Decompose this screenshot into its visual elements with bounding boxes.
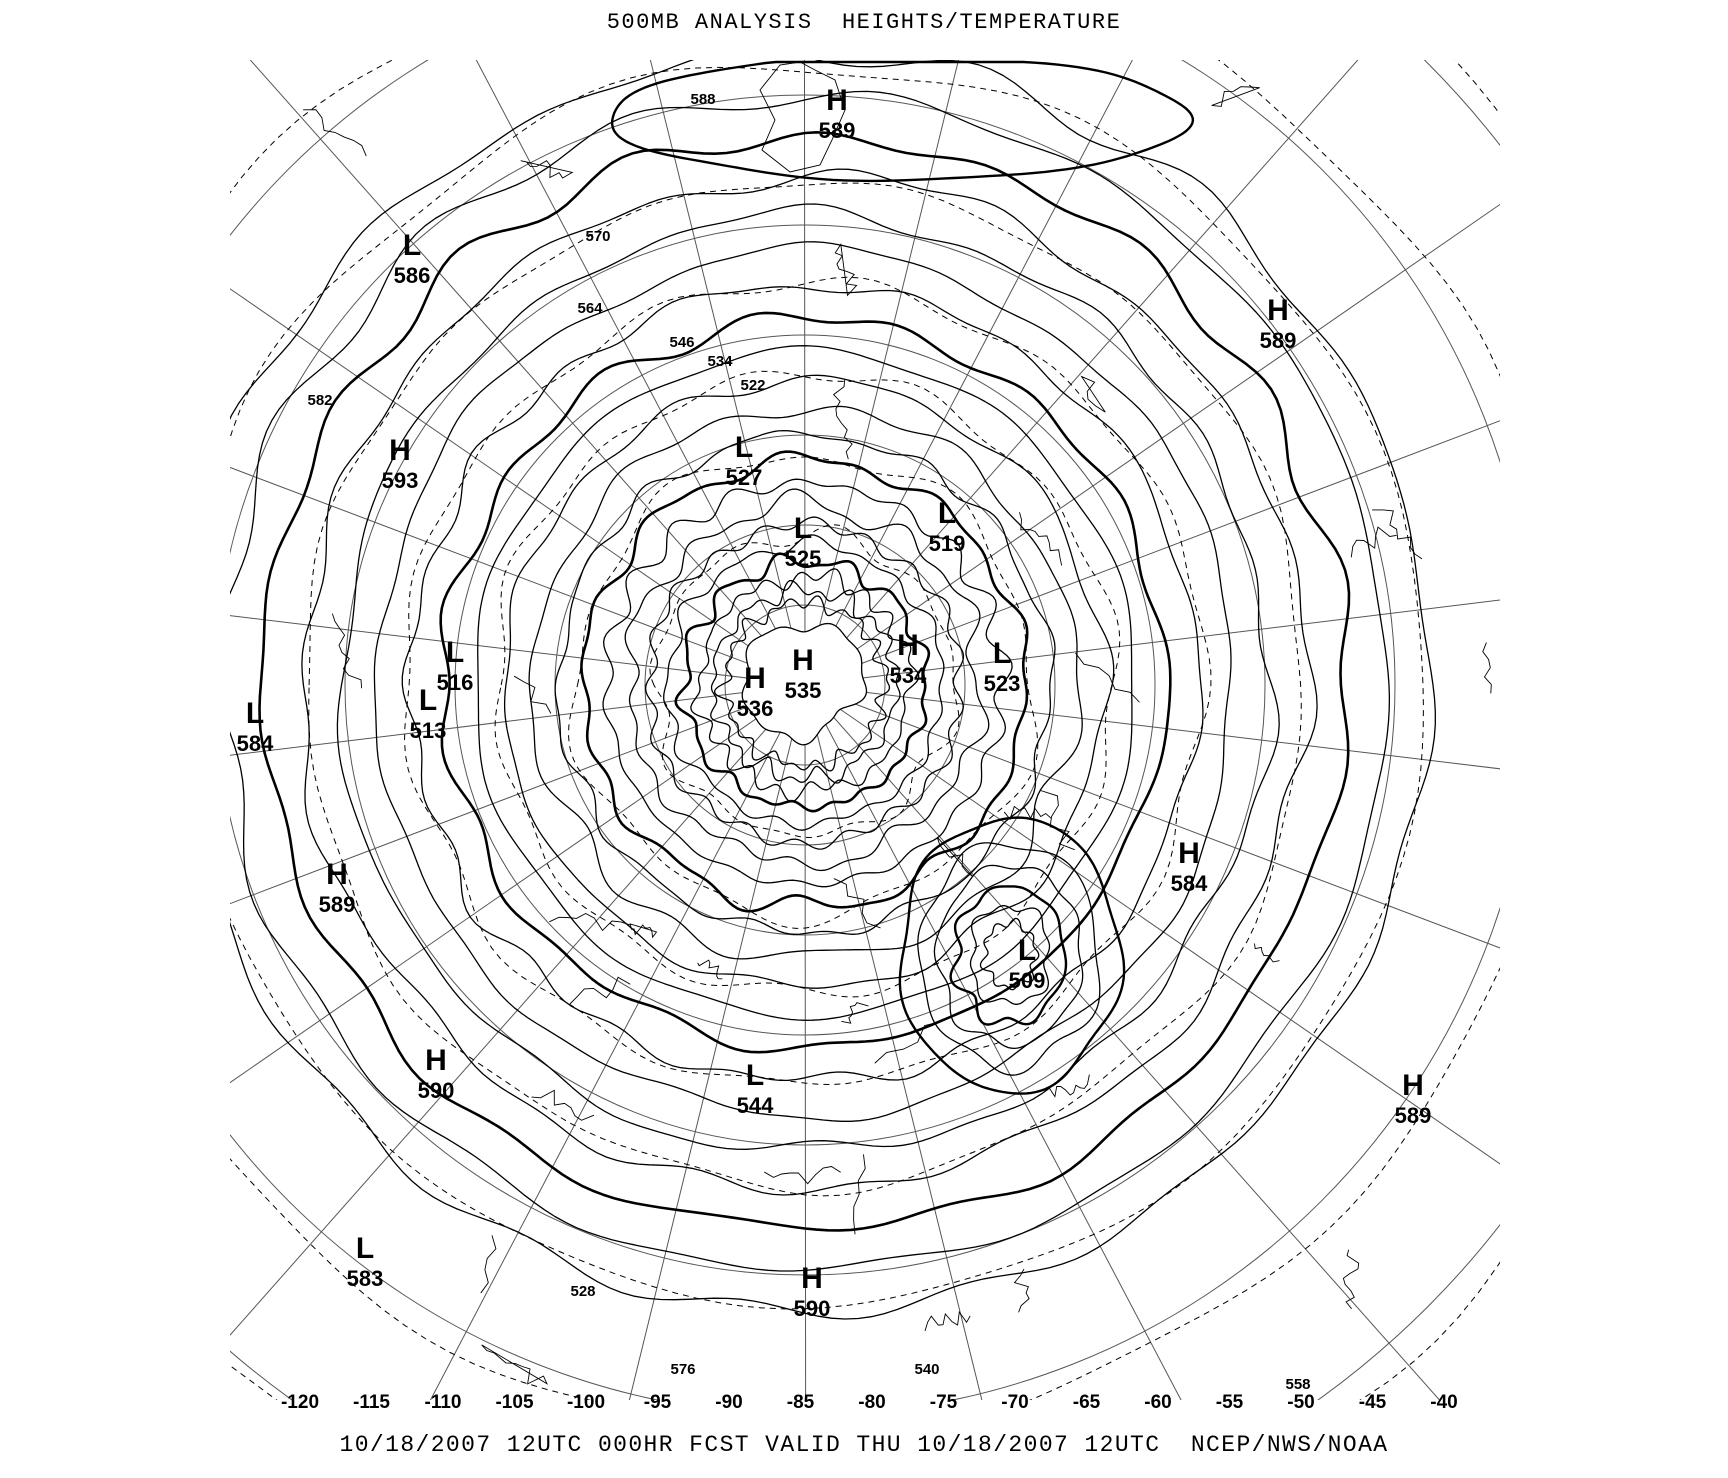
svg-text:H: H <box>792 644 814 677</box>
svg-text:-110: -110 <box>425 1392 462 1413</box>
svg-text:-115: -115 <box>353 1392 390 1413</box>
svg-text:586: 586 <box>394 263 431 288</box>
svg-text:-65: -65 <box>1073 1392 1101 1413</box>
svg-text:593: 593 <box>382 468 419 493</box>
svg-text:H: H <box>326 858 348 891</box>
svg-text:589: 589 <box>1260 328 1297 353</box>
svg-text:L: L <box>938 497 956 530</box>
svg-text:544: 544 <box>737 1093 774 1118</box>
svg-text:589: 589 <box>819 118 856 143</box>
svg-text:558: 558 <box>1285 1376 1310 1393</box>
svg-text:H: H <box>1178 837 1200 870</box>
svg-text:-55: -55 <box>1216 1392 1244 1413</box>
svg-text:588: 588 <box>690 91 715 108</box>
svg-text:H: H <box>897 629 919 662</box>
svg-text:H: H <box>826 84 848 117</box>
svg-text:L: L <box>1018 934 1036 967</box>
svg-text:546: 546 <box>669 334 694 351</box>
svg-text:-80: -80 <box>858 1392 885 1413</box>
svg-text:523: 523 <box>984 671 1021 696</box>
svg-text:-120: -120 <box>281 1392 319 1413</box>
svg-text:-40: -40 <box>1430 1392 1457 1413</box>
svg-text:-105: -105 <box>495 1392 533 1413</box>
svg-text:-70: -70 <box>1001 1392 1028 1413</box>
svg-text:-50: -50 <box>1287 1392 1314 1413</box>
svg-text:H: H <box>389 434 411 467</box>
svg-text:L: L <box>403 229 421 262</box>
svg-text:-85: -85 <box>787 1392 815 1413</box>
svg-text:-60: -60 <box>1144 1392 1171 1413</box>
svg-text:509: 509 <box>1009 968 1046 993</box>
svg-text:534: 534 <box>707 353 733 370</box>
svg-text:582: 582 <box>307 392 332 409</box>
svg-text:L: L <box>419 684 437 717</box>
svg-text:522: 522 <box>740 377 765 394</box>
svg-text:-75: -75 <box>930 1392 958 1413</box>
svg-text:527: 527 <box>726 465 763 490</box>
svg-text:516: 516 <box>437 670 474 695</box>
svg-text:540: 540 <box>914 1361 939 1378</box>
svg-text:536: 536 <box>737 696 774 721</box>
svg-text:534: 534 <box>890 663 927 688</box>
svg-text:564: 564 <box>577 300 603 317</box>
svg-text:584: 584 <box>237 731 274 756</box>
svg-text:H: H <box>425 1044 447 1077</box>
svg-text:589: 589 <box>1395 1103 1432 1128</box>
svg-text:513: 513 <box>410 718 447 743</box>
svg-text:H: H <box>801 1262 823 1295</box>
svg-text:590: 590 <box>418 1078 455 1103</box>
svg-text:L: L <box>246 697 264 730</box>
svg-text:528: 528 <box>570 1283 595 1300</box>
svg-text:-90: -90 <box>715 1392 742 1413</box>
svg-text:519: 519 <box>929 531 966 556</box>
svg-text:589: 589 <box>319 892 356 917</box>
svg-text:535: 535 <box>785 678 822 703</box>
svg-text:L: L <box>746 1059 764 1092</box>
svg-text:L: L <box>446 636 464 669</box>
svg-text:-45: -45 <box>1359 1392 1387 1413</box>
svg-text:576: 576 <box>670 1361 695 1378</box>
svg-text:H: H <box>1267 294 1289 327</box>
svg-text:570: 570 <box>585 228 610 245</box>
svg-text:L: L <box>993 637 1011 670</box>
svg-text:584: 584 <box>1171 871 1208 896</box>
svg-text:-95: -95 <box>644 1392 672 1413</box>
svg-text:H: H <box>1402 1069 1424 1102</box>
svg-text:L: L <box>794 512 812 545</box>
svg-text:-100: -100 <box>567 1392 605 1413</box>
svg-text:525: 525 <box>785 546 822 571</box>
svg-text:583: 583 <box>347 1266 384 1291</box>
svg-text:L: L <box>356 1232 374 1265</box>
svg-text:590: 590 <box>794 1296 831 1321</box>
svg-text:L: L <box>735 431 753 464</box>
svg-text:H: H <box>744 662 766 695</box>
